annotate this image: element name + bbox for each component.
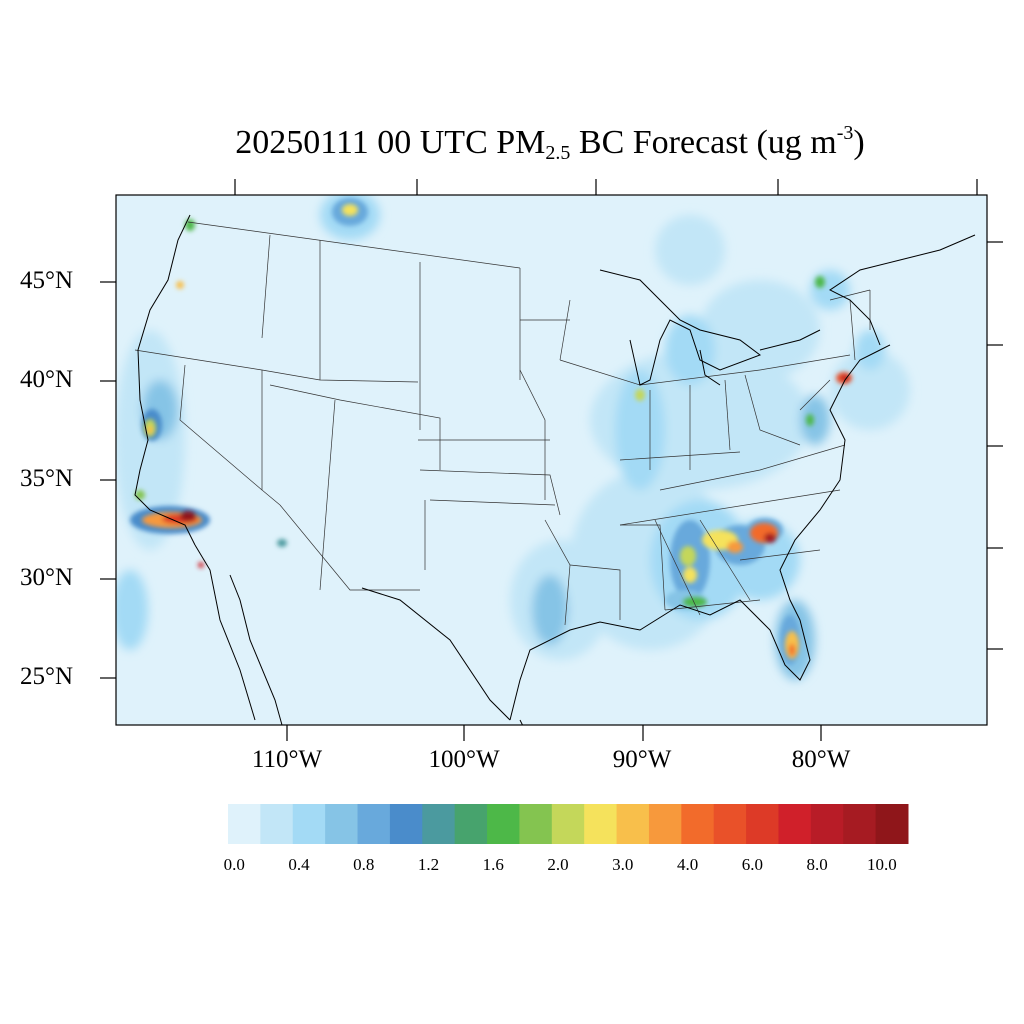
- colorbar-swatch: [260, 804, 294, 844]
- colorbar-tick-label: 0.0: [223, 855, 245, 874]
- colorbar-swatch: [357, 804, 391, 844]
- lon-label-100: 100°W: [428, 746, 500, 773]
- colorbar-swatch: [616, 804, 650, 844]
- hotspot-markers: [135, 204, 852, 659]
- colorbar-swatch: [551, 804, 585, 844]
- colorbar-swatch: [713, 804, 747, 844]
- colorbar-tick-label: 10.0: [866, 855, 897, 874]
- title-subscript: 2.5: [545, 142, 571, 164]
- colorbar-tick-label: 2.0: [547, 855, 569, 874]
- lat-label-25: 25°N: [20, 663, 74, 690]
- map-frame: [115, 194, 988, 726]
- title-text-mid: BC Forecast (ug m: [570, 124, 837, 161]
- colorbar-tick-label: 3.0: [612, 855, 634, 874]
- lat-label-45: 45°N: [20, 267, 74, 294]
- colorbar-swatch: [843, 804, 877, 844]
- state-boundaries: [134, 221, 871, 626]
- colorbar-swatch: [389, 804, 423, 844]
- lon-label-80: 80°W: [791, 746, 851, 773]
- colorbar-swatch: [487, 804, 520, 844]
- coastlines: [134, 214, 976, 725]
- colorbar-tick-label: 8.0: [806, 855, 828, 874]
- colorbar-tick-label: 6.0: [741, 855, 763, 874]
- lat-label-40: 40°N: [20, 366, 74, 393]
- title-superscript: -3: [836, 122, 854, 144]
- colorbar-swatch: [746, 804, 779, 844]
- colorbar-tick-label: 0.8: [353, 855, 375, 874]
- colorbar-swatch: [519, 804, 553, 844]
- title-text-end: ): [853, 124, 865, 161]
- colorbar-swatch: [810, 804, 844, 844]
- colorbar-tick-label: 1.6: [482, 855, 504, 874]
- axis-ticks: [100, 179, 1003, 741]
- colorbar-tick-label: 1.2: [417, 855, 440, 874]
- map-title: 20250111 00 UTC PM2.5 BC Forecast (ug m-…: [0, 122, 1024, 165]
- lat-label-35: 35°N: [20, 465, 74, 492]
- colorbar-swatch: [648, 804, 682, 844]
- colorbar: [228, 804, 909, 844]
- colorbar-swatch: [228, 804, 261, 844]
- colorbar-tick-label: 0.4: [288, 855, 310, 874]
- colorbar-swatch: [422, 804, 456, 844]
- colorbar-tick-label: 4.0: [676, 855, 699, 874]
- colorbar-swatch: [584, 804, 618, 844]
- title-text: 20250111 00 UTC PM: [235, 124, 546, 161]
- colorbar-swatch: [325, 804, 359, 844]
- colorbar-swatch: [778, 804, 812, 844]
- colorbar-swatch: [292, 804, 326, 844]
- lon-label-110: 110°W: [251, 746, 323, 773]
- lat-label-30: 30°N: [20, 564, 74, 591]
- concentration-field: [116, 195, 976, 725]
- colorbar-swatch: [875, 804, 909, 844]
- colorbar-swatch: [681, 804, 715, 844]
- lon-label-90: 90°W: [612, 746, 672, 773]
- colorbar-swatch: [454, 804, 488, 844]
